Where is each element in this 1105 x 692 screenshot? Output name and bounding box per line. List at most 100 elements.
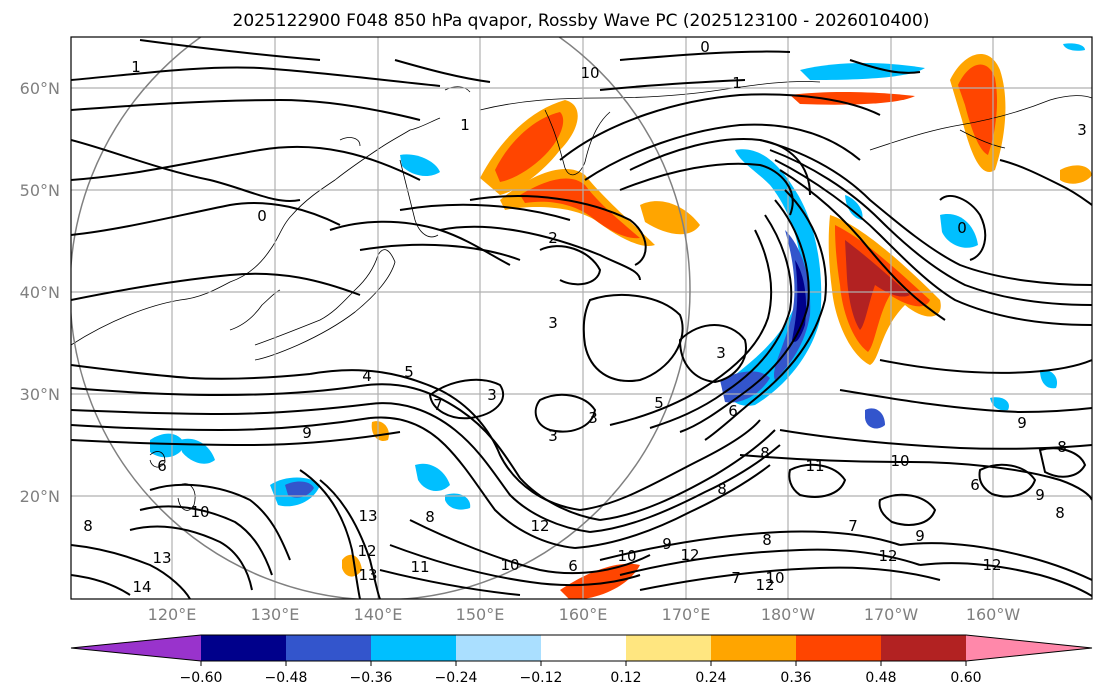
contour-label: 6	[568, 557, 578, 575]
contour-label: 0	[957, 219, 967, 237]
contour-line	[469, 195, 647, 266]
negative-anomaly-region	[720, 371, 770, 403]
contour-label: 10	[617, 547, 636, 565]
contour-line	[139, 39, 321, 61]
negative-anomaly-region	[1040, 369, 1058, 389]
latitude-tick-label: 30°N	[20, 385, 60, 404]
longitude-tick-label: 170°W	[864, 605, 919, 624]
contour-line	[71, 66, 441, 87]
contour-line	[399, 203, 571, 221]
contour-line	[369, 416, 576, 549]
contour-label: 10	[765, 569, 784, 587]
colorbar-bin	[796, 635, 881, 661]
contour-line	[679, 199, 810, 433]
contour-line	[71, 201, 341, 236]
colorbar-tick-label: −0.36	[350, 670, 393, 686]
colorbar-bin	[966, 635, 1092, 661]
negative-anomaly-region	[415, 463, 450, 492]
colorbar-tick-label: −0.12	[520, 670, 563, 686]
contour-line	[774, 159, 1092, 326]
contour-label: 8	[762, 531, 772, 549]
positive-anomaly-region	[342, 554, 362, 577]
colorbar-bin	[371, 635, 456, 661]
contour-line	[879, 359, 1092, 374]
contour-line	[574, 464, 771, 549]
contour-label: 13	[358, 507, 377, 525]
coastline	[399, 159, 439, 238]
latitude-axis: 20°N 30°N 40°N 50°N 60°N	[20, 79, 60, 506]
coastline	[71, 117, 441, 346]
contour-label: 8	[1055, 504, 1065, 522]
contour-line	[589, 444, 781, 533]
contour-label: 1	[460, 116, 470, 134]
contour-label: 1	[131, 58, 141, 76]
contour-line	[639, 566, 941, 591]
contour-line	[599, 429, 776, 521]
coastline	[254, 249, 396, 361]
contour-label: 13	[358, 566, 377, 584]
contour-label: 12	[878, 547, 897, 565]
negative-anomaly-region	[285, 481, 314, 498]
negative-anomaly-region	[845, 195, 863, 220]
contour-line	[319, 479, 381, 599]
map-title: 2025122900 F048 850 hPa qvapor, Rossby W…	[233, 11, 930, 31]
coastline	[544, 109, 611, 176]
contour-line	[329, 220, 511, 266]
contour-line	[619, 50, 791, 61]
colorbar-tick-label: −0.48	[265, 670, 308, 686]
contour-label: 5	[404, 363, 414, 381]
contour-line	[71, 403, 371, 416]
contour-label: 3	[548, 314, 558, 332]
contour-line	[599, 530, 901, 561]
contour-line	[619, 548, 921, 576]
reference-circle	[71, 37, 691, 599]
contour-line	[678, 324, 747, 384]
contour-line	[878, 493, 937, 526]
longitude-tick-label: 120°E	[148, 605, 197, 624]
contour-line	[788, 463, 847, 498]
coastline	[444, 86, 471, 93]
contour-label: 7	[731, 569, 741, 587]
contour-labels: 0 0 0 1 1 1 2 3 3 3 3 3 3 4 5 5 6 6 6 6 …	[83, 38, 1087, 596]
contour-label: 12	[680, 546, 699, 564]
contour-label: 12	[755, 576, 774, 594]
colorbar-tick-label: 0.36	[780, 670, 811, 686]
contour-label: 6	[728, 402, 738, 420]
longitude-tick-label: 160°E	[559, 605, 608, 624]
contour-label: 8	[83, 517, 93, 535]
colorbar-ticks	[200, 661, 967, 666]
contour-label: 3	[548, 427, 558, 445]
contour-label: 12	[530, 517, 549, 535]
contour-line	[899, 542, 1092, 581]
contour-label: 9	[915, 527, 925, 545]
negative-anomaly-region	[445, 493, 471, 510]
contour-label: 7	[848, 517, 858, 535]
contour-label: 10	[500, 556, 519, 574]
contour-line	[379, 569, 521, 596]
contour-line	[619, 162, 794, 216]
contour-line	[759, 139, 1092, 286]
contour-line	[919, 562, 1092, 597]
contour-line	[849, 59, 921, 74]
longitude-tick-label: 150°E	[456, 605, 505, 624]
coastline	[479, 81, 821, 111]
colorbar-bin	[456, 635, 541, 661]
contour-line	[71, 385, 361, 397]
contour-line	[839, 389, 1092, 414]
contour-line	[579, 419, 761, 511]
positive-anomaly-region	[560, 563, 640, 599]
contour-line	[428, 378, 505, 420]
contour-label: 5	[654, 394, 664, 412]
contour-label: 11	[410, 558, 429, 576]
positive-anomaly-region	[640, 201, 700, 235]
negative-anomaly-region	[990, 397, 1009, 411]
contour-label: 8	[717, 480, 727, 498]
longitude-axis: 120°E 130°E 140°E 150°E 160°E 170°E 180°…	[148, 605, 1021, 624]
contour-line	[389, 544, 641, 587]
colorbar-tick-label: −0.60	[180, 670, 223, 686]
contour-line	[71, 139, 301, 202]
contour-label: 9	[1035, 486, 1045, 504]
positive-anomaly-region	[790, 92, 915, 105]
contour-line	[739, 454, 1092, 501]
contour-label: 12	[357, 542, 376, 560]
